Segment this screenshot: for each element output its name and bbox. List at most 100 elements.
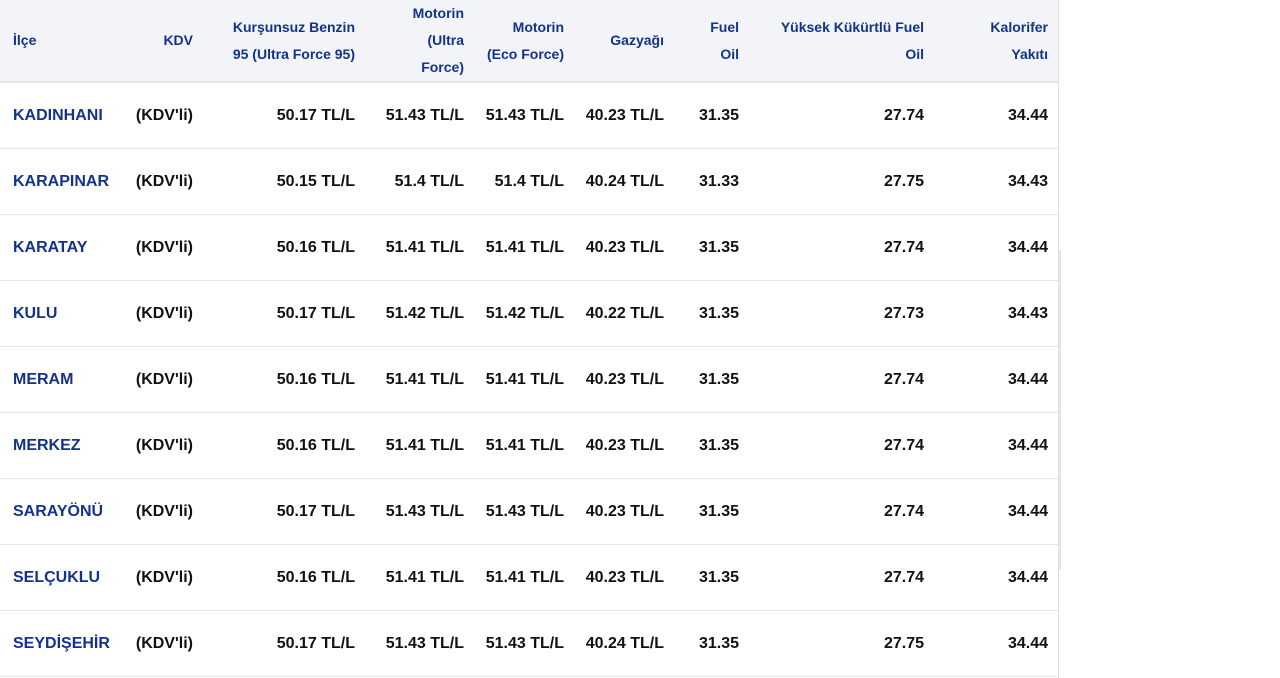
column-header: İlçe (0, 0, 120, 83)
table-cell: 50.16 TL/L (203, 412, 365, 479)
table-cell: 31.35 (674, 214, 749, 281)
column-header-label: Kalorifer Yakıtı (990, 18, 1048, 62)
table-cell: 51.43 TL/L (365, 478, 474, 545)
district-name: KARATAY (0, 214, 120, 281)
table-cell: 51.4 TL/L (474, 148, 574, 215)
column-header-label: İlçe (13, 32, 37, 48)
table-cell: (KDV'li) (120, 346, 203, 413)
table-cell: 51.41 TL/L (365, 346, 474, 413)
table-cell: 34.44 (934, 478, 1058, 545)
district-name: MERKEZ (0, 412, 120, 479)
table-cell: 51.41 TL/L (474, 214, 574, 281)
table-row: MERKEZ (KDV'li) 50.16 TL/L 51.41 TL/L 51.41 … (0, 412, 1058, 479)
table-row: SELÇUKLU (KDV'li) 50.16 TL/L 51.41 TL/L 51.4… (0, 544, 1058, 611)
table-cell: 40.23 TL/L (574, 478, 674, 545)
table-cell: 51.43 TL/L (474, 82, 574, 149)
column-header-label: Kurşunsuz Benzin 95 (Ultra Force 95) (232, 18, 355, 62)
table-cell: (KDV'li) (120, 412, 203, 479)
table-cell: 50.17 TL/L (203, 610, 365, 677)
table-cell: 34.44 (934, 214, 1058, 281)
column-header-label: Yüksek Kükürtlü Fuel Oil (780, 18, 924, 62)
table-cell: (KDV'li) (120, 82, 203, 149)
table-cell: 27.75 (749, 610, 934, 677)
table-cell: 51.43 TL/L (474, 478, 574, 545)
table-cell: 40.23 TL/L (574, 346, 674, 413)
column-header: Kalorifer Yakıtı (934, 0, 1058, 83)
table-cell: 50.17 TL/L (203, 478, 365, 545)
table-cell: 50.16 TL/L (203, 544, 365, 611)
table-cell: 51.42 TL/L (365, 280, 474, 347)
column-header-label: Motorin (Ultra Force) (412, 5, 464, 75)
table-cell: 34.44 (934, 610, 1058, 677)
table-cell: 51.4 TL/L (365, 148, 474, 215)
table-cell: 51.41 TL/L (474, 412, 574, 479)
table-cell: 50.16 TL/L (203, 214, 365, 281)
column-header: Motorin (Eco Force) (474, 0, 574, 83)
table-cell: 27.74 (749, 346, 934, 413)
table-cell: (KDV'li) (120, 478, 203, 545)
table-cell: 31.35 (674, 544, 749, 611)
table-cell: 40.24 TL/L (574, 148, 674, 215)
district-name: KULU (0, 280, 120, 347)
district-name: SELÇUKLU (0, 544, 120, 611)
table-row: SARAYÖNÜ (KDV'li) 50.17 TL/L 51.43 TL/L 51.4… (0, 478, 1058, 545)
table-header-row: İlçe KDV Kurşunsuz Benzin 95 (Ultra Force … (0, 0, 1058, 83)
table-cell: 50.16 TL/L (203, 346, 365, 413)
table-cell: (KDV'li) (120, 148, 203, 215)
table-row: SEYDİŞEHİR (KDV'li) 50.17 TL/L 51.43 TL/L 51… (0, 610, 1058, 677)
table-cell: 27.75 (749, 148, 934, 215)
table-cell: 31.35 (674, 610, 749, 677)
column-header-label: Gazyağı (610, 32, 664, 48)
district-name: KARAPINAR (0, 148, 120, 215)
table-cell: 27.74 (749, 412, 934, 479)
table-cell: 51.42 TL/L (474, 280, 574, 347)
table-cell: 34.44 (934, 412, 1058, 479)
table-cell: 40.23 TL/L (574, 214, 674, 281)
fuel-price-table-container: İlçe KDV Kurşunsuz Benzin 95 (Ultra Force … (0, 0, 1059, 678)
fuel-price-table: İlçe KDV Kurşunsuz Benzin 95 (Ultra Force … (0, 0, 1058, 677)
column-header: Gazyağı (574, 0, 674, 83)
column-header: Yüksek Kükürtlü Fuel Oil (749, 0, 934, 83)
table-cell: 31.35 (674, 346, 749, 413)
table-cell: 51.41 TL/L (365, 544, 474, 611)
table-cell: (KDV'li) (120, 610, 203, 677)
table-cell: 50.17 TL/L (203, 280, 365, 347)
table-cell: 40.23 TL/L (574, 544, 674, 611)
district-name: MERAM (0, 346, 120, 413)
table-cell: 27.73 (749, 280, 934, 347)
table-cell: 51.43 TL/L (365, 82, 474, 149)
table-cell: 31.35 (674, 280, 749, 347)
table-cell: 31.35 (674, 412, 749, 479)
column-header-label: Fuel Oil (710, 18, 739, 62)
table-row: MERAM (KDV'li) 50.16 TL/L 51.41 TL/L 51.41 T… (0, 346, 1058, 413)
table-cell: 31.35 (674, 478, 749, 545)
scrollbar[interactable] (1059, 250, 1061, 570)
table-cell: 27.74 (749, 214, 934, 281)
column-header-label: Motorin (Eco Force) (486, 18, 564, 62)
table-cell: 51.41 TL/L (474, 544, 574, 611)
table-cell: (KDV'li) (120, 214, 203, 281)
table-cell: 40.23 TL/L (574, 82, 674, 149)
table-cell: 34.44 (934, 346, 1058, 413)
table-cell: 40.22 TL/L (574, 280, 674, 347)
table-cell: 51.41 TL/L (474, 346, 574, 413)
column-header-label: KDV (163, 32, 193, 48)
table-cell: 34.43 (934, 280, 1058, 347)
table-cell: 51.43 TL/L (474, 610, 574, 677)
table-cell: 51.41 TL/L (365, 412, 474, 479)
table-cell: 50.17 TL/L (203, 82, 365, 149)
column-header: Fuel Oil (674, 0, 749, 83)
table-cell: 40.24 TL/L (574, 610, 674, 677)
table-cell: 40.23 TL/L (574, 412, 674, 479)
table-cell: 51.43 TL/L (365, 610, 474, 677)
table-row: KARATAY (KDV'li) 50.16 TL/L 51.41 TL/L 51.41… (0, 214, 1058, 281)
table-cell: (KDV'li) (120, 544, 203, 611)
district-name: KADINHANI (0, 82, 120, 149)
table-cell: 27.74 (749, 478, 934, 545)
table-cell: 27.74 (749, 82, 934, 149)
table-cell: 31.33 (674, 148, 749, 215)
table-row: KARAPINAR (KDV'li) 50.15 TL/L 51.4 TL/L 51.4… (0, 148, 1058, 215)
table-row: KULU (KDV'li) 50.17 TL/L 51.42 TL/L 51.42 TL… (0, 280, 1058, 347)
column-header: Motorin (Ultra Force) (365, 0, 474, 83)
district-name: SARAYÖNÜ (0, 478, 120, 545)
